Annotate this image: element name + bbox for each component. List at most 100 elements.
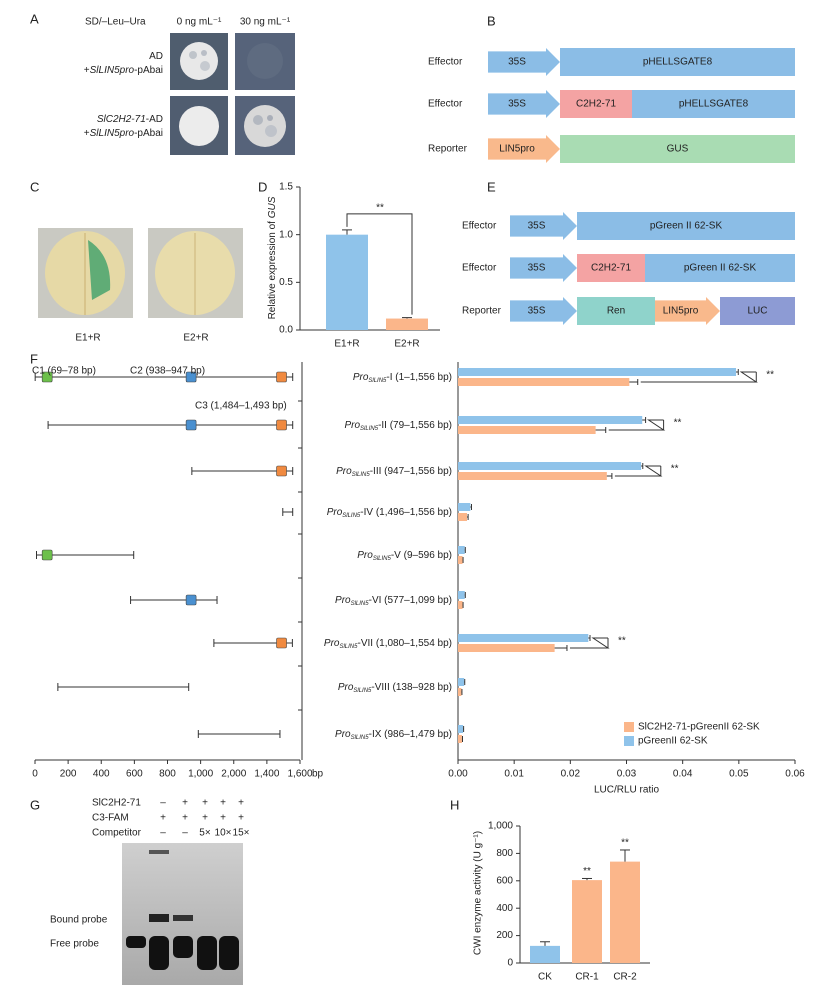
bar	[610, 861, 640, 963]
x-tick-label: 0.02	[561, 769, 581, 780]
cis-element	[41, 549, 53, 561]
condition-label: C3-FAM	[92, 813, 129, 824]
significance-label: **	[583, 866, 591, 877]
strain-label-part: -pAbai	[134, 65, 163, 76]
y-tick-label: 800	[496, 848, 513, 859]
construct-role: Effector	[462, 221, 497, 232]
x-unit: bp	[312, 769, 324, 780]
bar	[458, 644, 555, 652]
promoter-arrow	[488, 135, 560, 163]
segment-label: C2H2-71	[576, 99, 616, 110]
category-label-part: SlLIN5	[351, 735, 370, 741]
promoter-arrow	[510, 297, 577, 325]
panel-label: B	[487, 13, 496, 28]
construct-segment	[645, 254, 795, 282]
legend-swatch	[624, 736, 634, 746]
x-tick-label: CK	[538, 972, 552, 983]
category-label-part: Pro	[335, 595, 351, 606]
bar	[458, 688, 462, 696]
lane-symbol: –	[160, 828, 166, 839]
significance-label: **	[621, 838, 629, 849]
construct-segment	[577, 297, 655, 325]
strain-label-part: -AD	[146, 114, 163, 125]
category-label-part: SlLIN5	[368, 378, 387, 384]
construct-segment	[577, 212, 795, 240]
cis-element	[276, 465, 287, 477]
medium-label: SD/–Leu–Ura	[85, 17, 146, 28]
significance-label: **	[376, 203, 384, 214]
segment-label: pHELLSGATE8	[679, 99, 749, 110]
category-label: ProSlLIN5-VII (1,080–1,554 bp)	[324, 638, 452, 650]
y-axis-label: Relative expression of GUS	[267, 196, 278, 319]
category-label: ProSlLIN5-IV (1,496–1,556 bp)	[327, 507, 452, 519]
significance-label: **	[766, 370, 774, 381]
panel-label: C	[30, 179, 39, 194]
y-tick-label: 600	[496, 875, 513, 886]
strain-label-part: AD	[149, 51, 163, 62]
lane-symbol: 15×	[233, 828, 250, 839]
construct-segment	[560, 135, 795, 163]
bar	[458, 591, 465, 599]
bar	[326, 234, 368, 330]
category-label-part: SlLIN5	[360, 426, 379, 432]
lane-symbol: +	[238, 798, 244, 809]
segment-label: 35S	[508, 57, 526, 68]
y-tick-label: 1.0	[279, 229, 293, 240]
category-label-part: Pro	[357, 550, 373, 561]
bar	[458, 503, 471, 511]
x-tick-label: E1+R	[334, 339, 359, 350]
x-tick-label: CR-2	[613, 972, 637, 983]
category-label-part: -IV (1,496–1,556 bp)	[360, 507, 452, 518]
column-label: 0 ng mL⁻¹	[177, 17, 222, 28]
y-tick-label: 1,000	[488, 821, 513, 832]
construct-role: Effector	[462, 263, 497, 274]
bar	[458, 725, 464, 733]
construct-segment	[560, 90, 632, 118]
x-tick-label: 600	[126, 769, 143, 780]
category-label-part: SlLIN5	[373, 556, 392, 562]
category-label-part: SlLIN5	[351, 601, 370, 607]
lane-symbol: 10×	[215, 828, 232, 839]
promoter-arrow	[510, 212, 577, 240]
construct-segment	[577, 254, 645, 282]
x-tick-label: 200	[60, 769, 77, 780]
category-label-part: SlLIN5	[352, 472, 371, 478]
x-tick-label: 0.03	[617, 769, 637, 780]
yeast-plates	[170, 33, 295, 155]
element-label: C1 (69–78 bp)	[32, 366, 96, 377]
category-label-part: Pro	[338, 682, 354, 693]
category-label-part: Pro	[335, 729, 351, 740]
bar	[458, 472, 607, 480]
bar	[530, 945, 560, 963]
x-tick-label: 800	[159, 769, 176, 780]
panel-label: F	[30, 351, 38, 366]
category-label: ProSlLIN5-II (79–1,556 bp)	[344, 420, 452, 432]
segment-label: Ren	[607, 306, 625, 317]
legend-swatch	[624, 722, 634, 732]
bar	[458, 735, 462, 743]
category-label-part: Pro	[336, 466, 352, 477]
y-axis-label: CWI enzyme activity (U g⁻¹)	[473, 831, 484, 955]
lane-symbol: +	[182, 813, 188, 824]
y-tick-label: 0.5	[279, 277, 293, 288]
construct-role: Reporter	[428, 144, 468, 155]
condition-label: SlC2H2-71	[92, 798, 141, 809]
x-tick-label: CR-1	[575, 972, 599, 983]
leaf-images	[38, 228, 243, 318]
leaf-label: E1+R	[75, 333, 100, 344]
x-tick-label: 0.01	[504, 769, 524, 780]
category-label-part: -VII (1,080–1,554 bp)	[357, 638, 452, 649]
band-label: Free probe	[50, 939, 99, 950]
strain-label: AD	[149, 51, 163, 62]
legend-label: pGreenII 62-SK	[638, 736, 708, 747]
category-label-part: SlLIN5	[339, 644, 358, 650]
category-label-part: -II (79–1,556 bp)	[378, 420, 452, 431]
category-label: ProSlLIN5-I (1–1,556 bp)	[353, 372, 452, 384]
promoter-arrow	[488, 48, 560, 76]
cis-element	[276, 371, 287, 383]
category-label-part: -IX (986–1,479 bp)	[369, 729, 452, 740]
significance-bracket	[640, 371, 758, 383]
strain-label-part: +	[84, 65, 90, 76]
bar	[458, 426, 596, 434]
leaf-label: E2+R	[183, 333, 208, 344]
